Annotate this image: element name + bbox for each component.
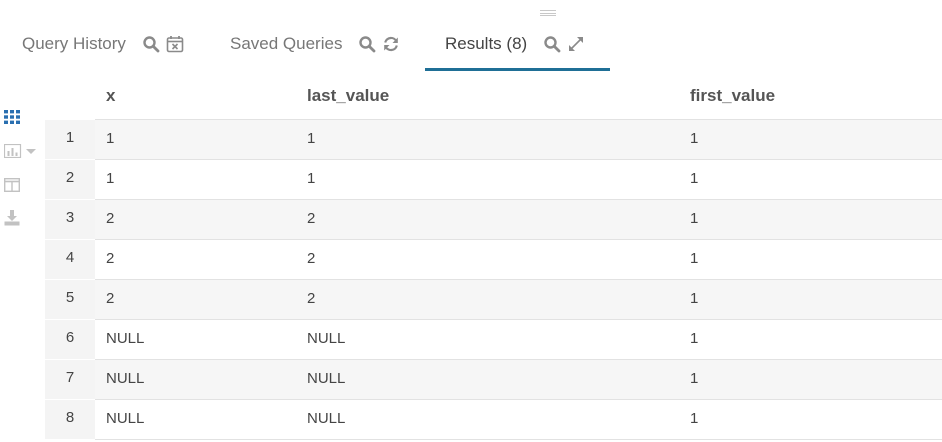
row-number: 4 xyxy=(45,240,95,280)
cell-last-value: 1 xyxy=(307,170,316,187)
cell-first-value: 1 xyxy=(690,170,699,187)
results-grid: x last_value first_value 1 1 1 1 2 1 1 1 xyxy=(45,72,942,440)
search-icon[interactable] xyxy=(358,35,376,53)
active-tab-indicator xyxy=(425,68,610,71)
resize-handle[interactable] xyxy=(540,10,556,16)
cell-last-value: 1 xyxy=(307,130,316,147)
refresh-icon[interactable] xyxy=(382,35,400,53)
table-row[interactable]: 6 NULL NULL 1 xyxy=(45,320,942,360)
cell-first-value: 1 xyxy=(690,250,699,267)
cell-x: NULL xyxy=(106,330,145,347)
cell-last-value: 2 xyxy=(307,250,316,267)
expand-icon[interactable] xyxy=(567,35,585,53)
cell-first-value: 1 xyxy=(690,130,699,147)
column-header-first-value[interactable]: first_value xyxy=(690,86,776,105)
table-row[interactable]: 5 2 2 1 xyxy=(45,280,942,320)
grid-icon[interactable] xyxy=(4,110,20,124)
row-number: 8 xyxy=(45,400,95,440)
tab-label: Query History xyxy=(22,34,126,53)
cell-last-value: 2 xyxy=(307,290,316,307)
cell-last-value: NULL xyxy=(307,330,346,347)
cell-x: 2 xyxy=(106,210,115,227)
cell-x: NULL xyxy=(106,410,145,427)
cell-first-value: 1 xyxy=(690,370,699,387)
cell-first-value: 1 xyxy=(690,210,699,227)
cell-first-value: 1 xyxy=(690,410,699,427)
table-header: x last_value first_value xyxy=(95,72,942,120)
table-row[interactable]: 3 2 2 1 xyxy=(45,200,942,240)
cell-last-value: 2 xyxy=(307,210,316,227)
cell-first-value: 1 xyxy=(690,330,699,347)
cell-first-value: 1 xyxy=(690,290,699,307)
search-icon[interactable] xyxy=(543,35,561,53)
download-icon[interactable] xyxy=(4,210,20,226)
search-icon[interactable] xyxy=(142,35,160,53)
cell-x: 1 xyxy=(106,170,115,187)
tab-bar: Query History Saved Queries xyxy=(0,0,942,72)
table-row[interactable]: 7 NULL NULL 1 xyxy=(45,360,942,400)
chart-icon[interactable] xyxy=(4,144,38,158)
row-number: 3 xyxy=(45,200,95,240)
tab-label: Results (8) xyxy=(445,34,528,53)
row-number: 5 xyxy=(45,280,95,320)
tab-query-history[interactable]: Query History xyxy=(22,22,190,72)
tab-label: Saved Queries xyxy=(230,34,343,53)
cell-x: 2 xyxy=(106,250,115,267)
cell-x: NULL xyxy=(106,370,145,387)
calendar-clear-icon[interactable] xyxy=(166,35,184,53)
table-row[interactable]: 2 1 1 1 xyxy=(45,160,942,200)
table-row[interactable]: 8 NULL NULL 1 xyxy=(45,400,942,440)
columns-icon[interactable] xyxy=(4,178,20,192)
cell-x: 1 xyxy=(106,130,115,147)
cell-x: 2 xyxy=(106,290,115,307)
tab-saved-queries[interactable]: Saved Queries xyxy=(230,22,406,72)
cell-last-value: NULL xyxy=(307,370,346,387)
row-number: 2 xyxy=(45,160,95,200)
column-header-x[interactable]: x xyxy=(106,86,116,105)
row-number: 6 xyxy=(45,320,95,360)
row-number: 7 xyxy=(45,360,95,400)
tab-results[interactable]: Results (8) xyxy=(445,22,591,72)
table-body: 1 1 1 1 2 1 1 1 3 2 2 xyxy=(45,120,942,440)
table-row[interactable]: 4 2 2 1 xyxy=(45,240,942,280)
cell-last-value: NULL xyxy=(307,410,346,427)
table-row[interactable]: 1 1 1 1 xyxy=(45,120,942,160)
row-number: 1 xyxy=(45,120,95,160)
column-header-last-value[interactable]: last_value xyxy=(307,86,390,105)
